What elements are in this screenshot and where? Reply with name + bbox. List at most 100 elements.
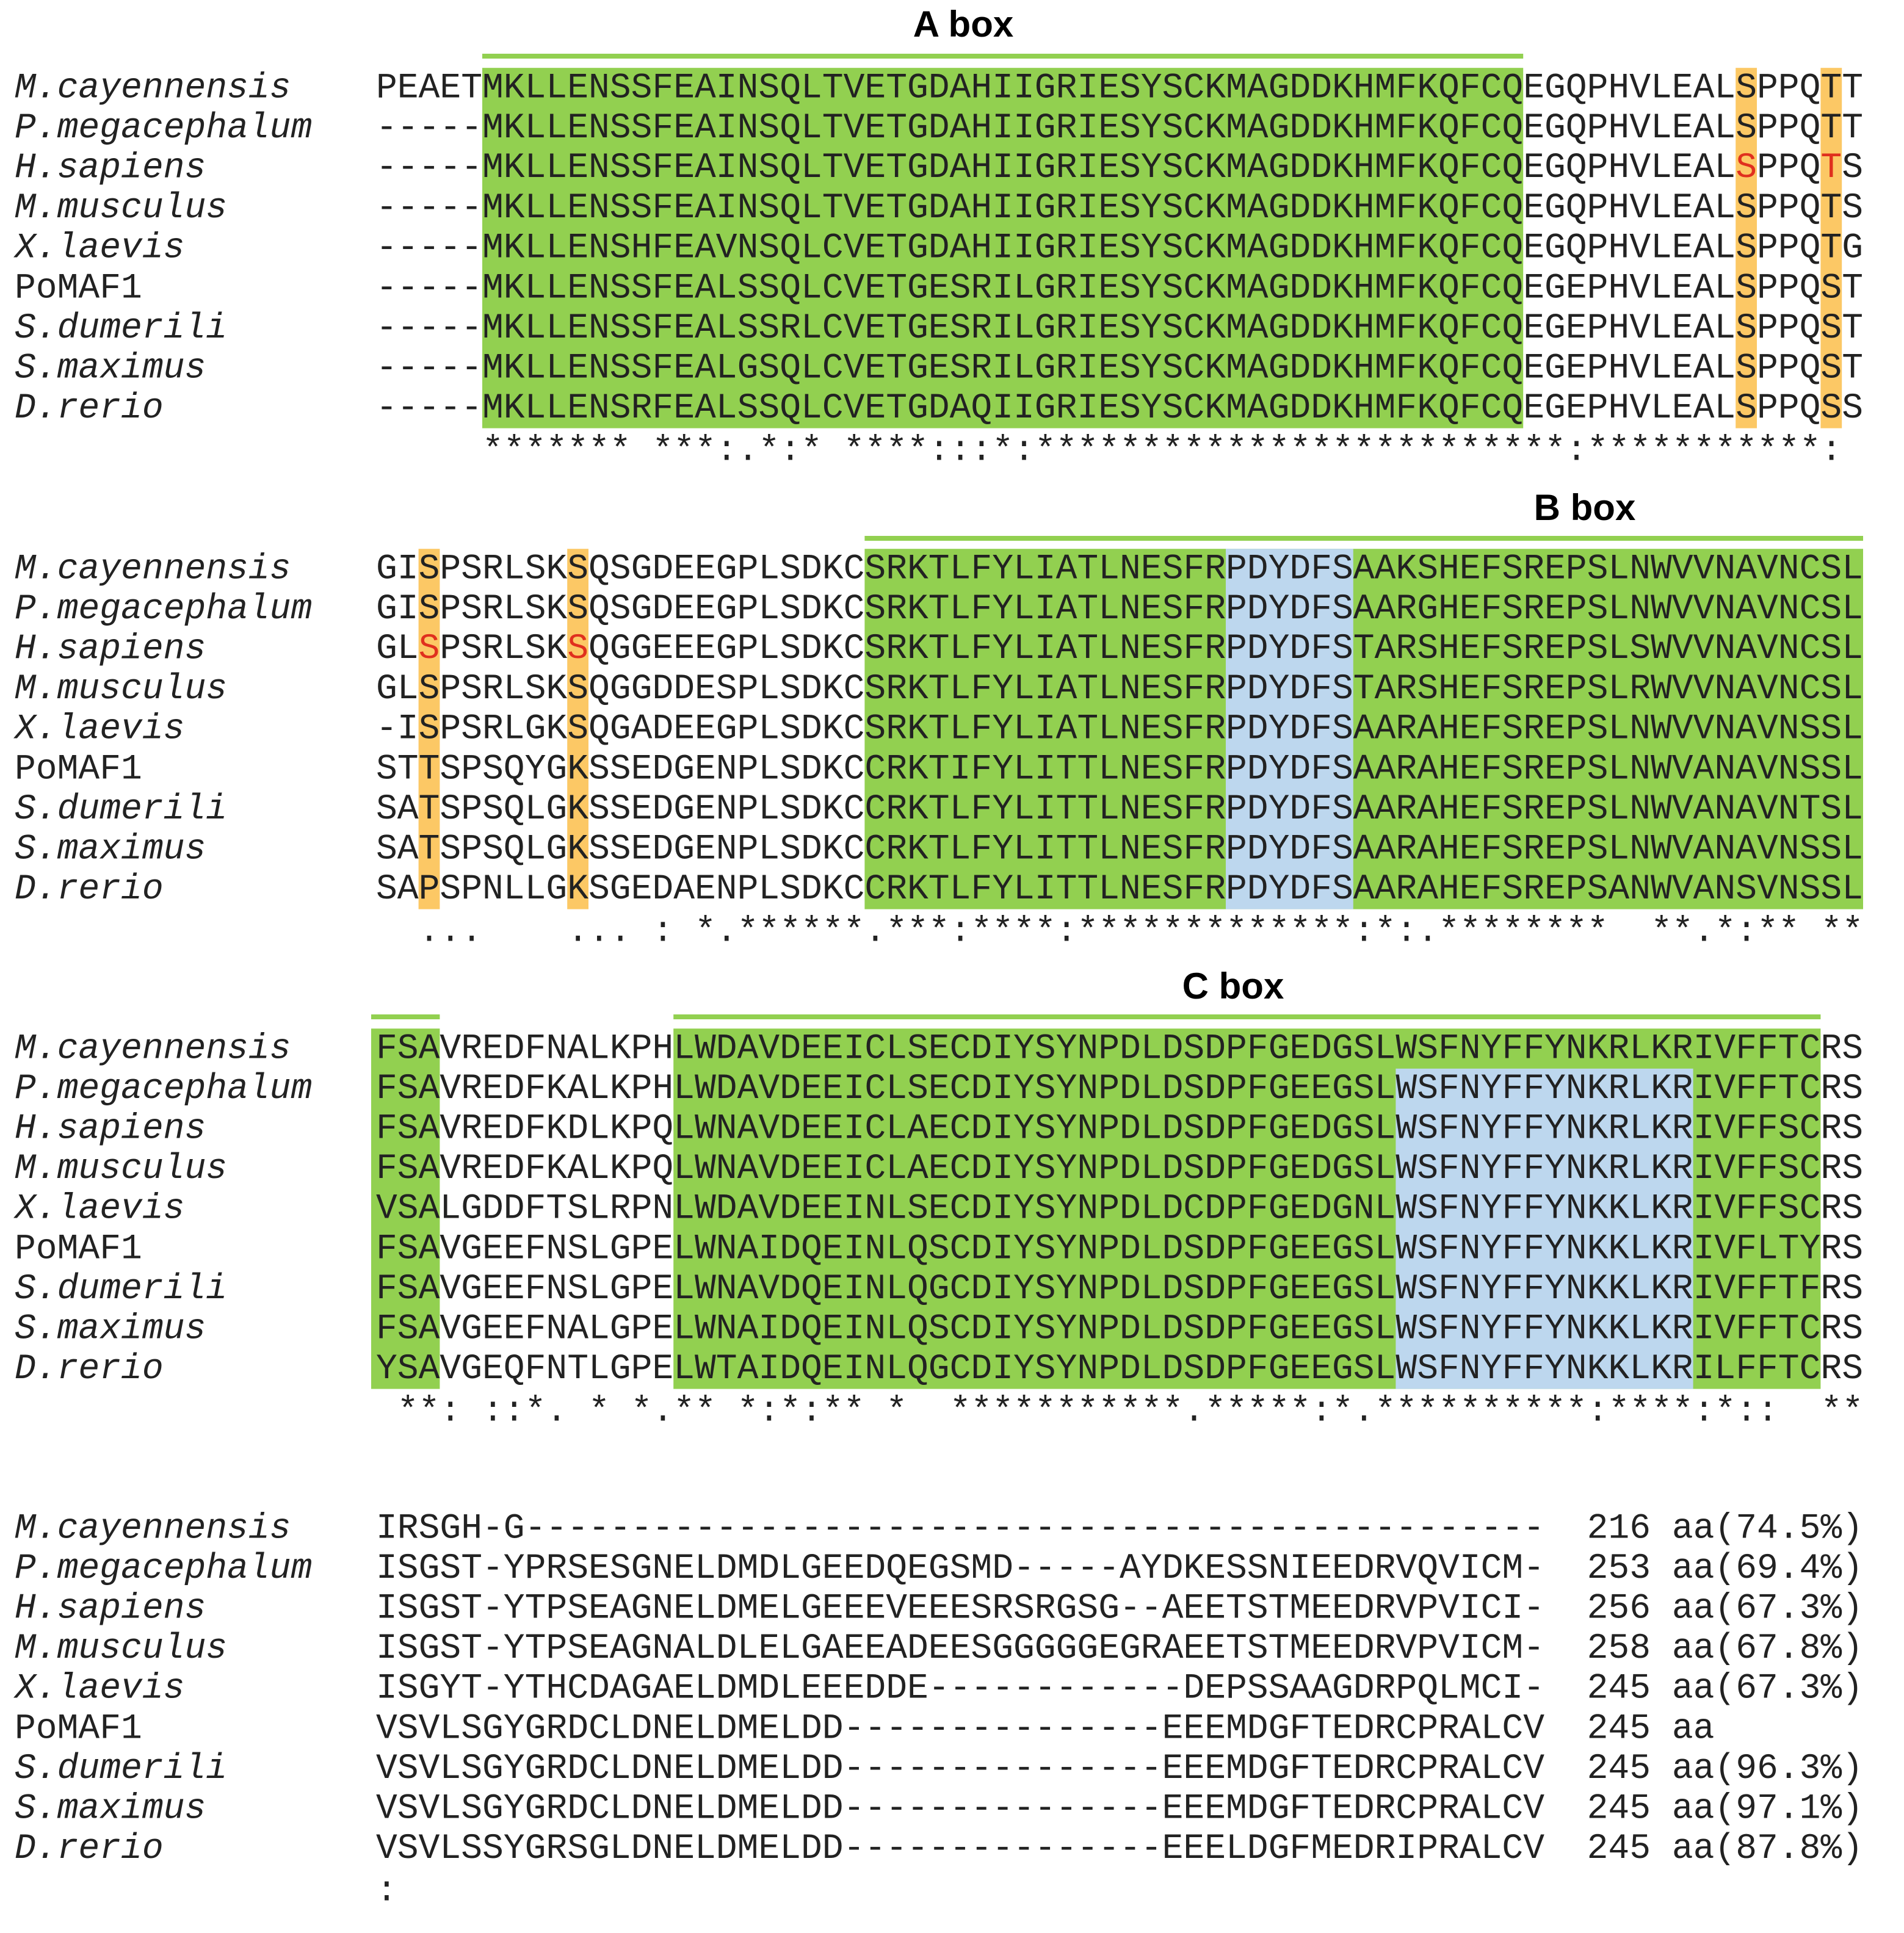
identity: (69.4%) bbox=[1714, 1549, 1863, 1589]
protein-length: 245 aa bbox=[1587, 1749, 1715, 1789]
species-name: PoMAF1 bbox=[15, 1709, 142, 1749]
sequence: FSAVGEEFNSLGPELWNAVDQEINLQGCDIYSYNPDLDSD… bbox=[376, 1270, 1863, 1309]
sequence: VSVLSGYGRDCLDNELDMELDD---------------EEE… bbox=[376, 1790, 1544, 1829]
species-name: D.rerio bbox=[15, 1349, 164, 1389]
species-name: S.maximus bbox=[15, 1310, 206, 1349]
sequence: ISGST-YPRSESGNELDMDLGEEDQEGSMD-----AYDKE… bbox=[376, 1549, 1544, 1589]
highlighted-residue: S bbox=[567, 630, 588, 670]
sequence: -ISPSRLGKSQGADEEGPLSDKCSRKTLFYLIATLNESFR… bbox=[376, 710, 1863, 750]
highlight bbox=[1736, 68, 1757, 428]
sequence: GLSPSRLSKSQGGEEEGPLSDKCSRKTLFYLIATLNESFR… bbox=[376, 630, 1863, 670]
protein-length: 245 aa bbox=[1587, 1669, 1715, 1709]
sequence: SAPSPNLLGKSGEDAENPLSDKCCRKTLFYLITTLNESFR… bbox=[376, 870, 1863, 909]
consensus: ... ... : *.******.***:****:************… bbox=[376, 912, 1863, 952]
residues: PSRLSK bbox=[440, 630, 567, 670]
sequence: IRSGH-G---------------------------------… bbox=[376, 1509, 1544, 1548]
identity: (67.8%) bbox=[1714, 1629, 1863, 1669]
species-name: D.rerio bbox=[15, 870, 164, 909]
box-bar bbox=[673, 1014, 1821, 1019]
sequence: -----MKLLENSHFEAVNSQLCVETGDAHIIGRIESYSCK… bbox=[376, 229, 1863, 269]
sequence: PEAETMKLLENSSFEAINSQLTVETGDAHIIGRIESYSCK… bbox=[376, 68, 1863, 108]
residues: PPQ bbox=[1757, 149, 1820, 189]
sequence: VSALGDDFTSLRPNLWDAVDEEINLSECDIYSYNPDLDCD… bbox=[376, 1190, 1863, 1229]
highlighted-residue: S bbox=[419, 630, 440, 670]
species-name: S.maximus bbox=[15, 830, 206, 870]
species-name: H.sapiens bbox=[15, 1110, 206, 1149]
sequence: SATSPSQLGKSSEDGENPLSDKCCRKTLFYLITTLNESFR… bbox=[376, 790, 1863, 829]
species-name: P.megacephalum bbox=[15, 590, 312, 629]
residues: -----MKLLENSSFEAINSQLTVETGDAHIIGRIESYSCK… bbox=[376, 149, 1736, 189]
sequence: ISGYT-YTHCDAGAELDMDLEEEDDE------------DE… bbox=[376, 1669, 1544, 1709]
identity: (97.1%) bbox=[1714, 1790, 1863, 1829]
box-bar bbox=[864, 536, 1863, 541]
protein-length: 245 aa bbox=[1587, 1829, 1715, 1869]
identity: (67.3%) bbox=[1714, 1589, 1863, 1629]
species-name: M.cayennensis bbox=[15, 1029, 291, 1069]
highlight bbox=[864, 549, 1863, 909]
highlight bbox=[418, 549, 440, 909]
species-name: M.musculus bbox=[15, 670, 227, 709]
sequence: SATSPSQLGKSSEDGENPLSDKCCRKTLFYLITTLNESFR… bbox=[376, 830, 1863, 870]
species-name: H.sapiens bbox=[15, 1589, 206, 1629]
highlight bbox=[1226, 549, 1353, 909]
species-name: M.cayennensis bbox=[15, 1509, 291, 1548]
sequence: GLSPSRLSKSQGGDDESPLSDKCSRKTLFYLIATLNESFR… bbox=[376, 670, 1863, 709]
species-name: H.sapiens bbox=[15, 630, 206, 670]
sequence: -----MKLLENSSFEALGSQLCVETGESRILGRIESYSCK… bbox=[376, 349, 1863, 389]
consensus: **: ::*. * *.** *:*:** * ***********.***… bbox=[376, 1392, 1863, 1432]
species-name: S.maximus bbox=[15, 349, 206, 389]
identity: (87.8%) bbox=[1714, 1829, 1863, 1869]
species-name: M.musculus bbox=[15, 1149, 227, 1189]
species-name: P.megacephalum bbox=[15, 1549, 312, 1589]
species-name: X.laevis bbox=[13, 1669, 184, 1709]
sequence: FSAVREDFKDLKPQLWNAVDEEICLAECDIYSYNPDLDSD… bbox=[376, 1110, 1863, 1149]
sequence: FSAVGEEFNSLGPELWNAIDQEINLQSCDIYSYNPDLDSD… bbox=[376, 1229, 1863, 1269]
identity: (74.5%) bbox=[1714, 1509, 1863, 1548]
species-name: M.cayennensis bbox=[15, 549, 291, 589]
sequence: VSVLSGYGRDCLDNELDMELDD---------------EEE… bbox=[376, 1749, 1544, 1789]
identity: (67.3%) bbox=[1714, 1669, 1863, 1709]
species-name: P.megacephalum bbox=[15, 109, 312, 148]
species-name: S.dumerili bbox=[15, 309, 227, 349]
sequence: ISGST-YTPSEAGNALDLELGAEEADEESGGGGGEGRAEE… bbox=[376, 1629, 1544, 1669]
highlight bbox=[567, 549, 588, 909]
protein-length: 216 aa bbox=[1587, 1509, 1715, 1548]
species-name: X.laevis bbox=[13, 1190, 184, 1229]
sequence: FSAVGEEFNALGPELWNAIDQEINLQSCDIYSYNPDLDSD… bbox=[376, 1310, 1863, 1349]
species-name: D.rerio bbox=[15, 1829, 164, 1869]
protein-length: 258 aa bbox=[1587, 1629, 1715, 1669]
highlight bbox=[1395, 1068, 1693, 1389]
residues: QGGEEEGPLSDKCSRKTLFYLIATLNESFRPDYDFSTARS… bbox=[588, 630, 1863, 670]
residues: S bbox=[1842, 149, 1863, 189]
species-name: S.dumerili bbox=[15, 1749, 227, 1789]
box-title: C box bbox=[1182, 966, 1284, 1006]
sequence: FSAVREDFKALKPHLWDAVDEEICLSECDIYSYNPDLDSD… bbox=[376, 1069, 1863, 1109]
protein-length: 253 aa bbox=[1587, 1549, 1715, 1589]
sequence: FSAVREDFKALKPQLWNAVDEEICLAECDIYSYNPDLDSD… bbox=[376, 1149, 1863, 1189]
residues: GL bbox=[376, 630, 419, 670]
species-name: X.laevis bbox=[13, 229, 184, 269]
species-name: X.laevis bbox=[13, 710, 184, 750]
sequence: -----MKLLENSSFEALSSQLCVETGESRILGRIESYSCK… bbox=[376, 269, 1863, 308]
species-name: M.musculus bbox=[15, 189, 227, 228]
sequence: GISPSRLSKSQSGDEEGPLSDKCSRKTLFYLIATLNESFR… bbox=[376, 590, 1863, 629]
protein-length: 256 aa bbox=[1587, 1589, 1715, 1629]
species-name: D.rerio bbox=[15, 389, 164, 428]
protein-length: 245 aa bbox=[1587, 1709, 1715, 1749]
identity: (96.3%) bbox=[1714, 1749, 1863, 1789]
box-bar bbox=[371, 1014, 440, 1019]
species-name: S.dumerili bbox=[15, 1270, 227, 1309]
sequence: STTSPSQYGKSSEDGENPLSDKCCRKTIFYLITTLNESFR… bbox=[376, 750, 1863, 789]
box-bar bbox=[482, 54, 1524, 59]
highlight bbox=[1820, 68, 1842, 428]
highlight bbox=[371, 1028, 440, 1389]
consensus: : bbox=[376, 1872, 397, 1912]
sequence: -----MKLLENSRFEALSSQLCVETGDAQIIGRIESYSCK… bbox=[376, 389, 1863, 428]
species-name: H.sapiens bbox=[15, 149, 206, 189]
sequence: VSVLSSYGRSGLDNELDMELDD---------------EEE… bbox=[376, 1829, 1544, 1869]
sequence: -----MKLLENSSFEAINSQLTVETGDAHIIGRIESYSCK… bbox=[376, 109, 1863, 148]
protein-length: 245 aa bbox=[1587, 1790, 1715, 1829]
sequence: -----MKLLENSSFEALSSRLCVETGESRILGRIESYSCK… bbox=[376, 309, 1863, 349]
highlighted-residue: S bbox=[1736, 149, 1757, 189]
